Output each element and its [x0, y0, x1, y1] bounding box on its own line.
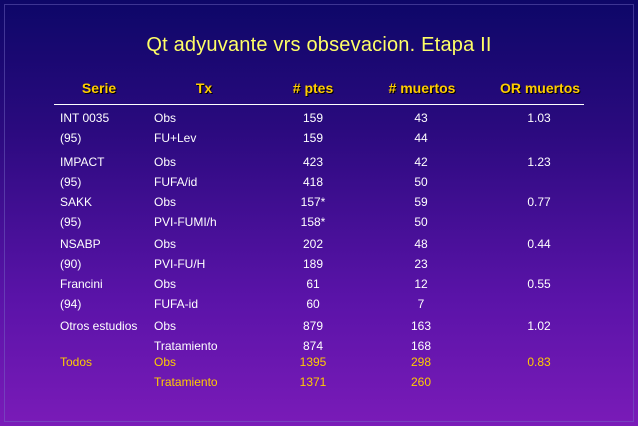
- cell-tx: PVI-FU/H: [154, 257, 206, 271]
- cell-ptes: 60: [306, 297, 320, 311]
- table-row: (90) PVI-FU/H 189 23: [0, 256, 638, 276]
- cell-ptes: 418: [302, 175, 324, 189]
- cell-ptes: 874: [302, 339, 324, 353]
- table-header: Serie Tx # ptes # muertos OR muertos: [0, 80, 638, 100]
- cell-tx: Obs: [154, 195, 177, 209]
- cell-ptes: 1395: [299, 355, 327, 369]
- cell-or: 1.03: [527, 111, 551, 125]
- header-muertos: # muertos: [388, 80, 456, 96]
- cell-tx: Obs: [154, 111, 177, 125]
- cell-ptes: 159: [302, 111, 324, 125]
- table-row: Francini Obs 61 12 0.55: [0, 276, 638, 296]
- cell-or: 1.02: [527, 319, 551, 333]
- cell-tx: FUFA-id: [154, 297, 199, 311]
- cell-ptes: 159: [302, 131, 324, 145]
- table-row: Otros estudios Obs 879 163 1.02: [0, 318, 638, 338]
- cell-or: 0.44: [527, 237, 551, 251]
- cell-serie: IMPACT: [60, 155, 105, 169]
- cell-tx: FUFA/id: [154, 175, 198, 189]
- cell-muertos: 12: [414, 277, 428, 291]
- cell-ptes: 157*: [300, 195, 326, 209]
- table-row: (94) FUFA-id 60 7: [0, 296, 638, 316]
- cell-muertos: 298: [410, 355, 432, 369]
- cell-or: 1.23: [527, 155, 551, 169]
- cell-muertos: 260: [410, 375, 432, 389]
- header-or-muertos: OR muertos: [499, 80, 581, 96]
- table-row: Todos Obs 1395 298 0.83: [0, 354, 638, 374]
- cell-muertos: 42: [414, 155, 428, 169]
- table-row: (95) FUFA/id 418 50: [0, 174, 638, 194]
- header-tx: Tx: [195, 80, 213, 96]
- table-row: SAKK Obs 157* 59 0.77: [0, 194, 638, 214]
- cell-ptes: 158*: [300, 215, 326, 229]
- header-divider: [54, 104, 584, 105]
- cell-tx: Obs: [154, 277, 177, 291]
- cell-ptes: 61: [306, 277, 320, 291]
- header-serie: Serie: [81, 80, 117, 96]
- cell-tx: Tratamiento: [154, 375, 218, 389]
- cell-serie: (95): [60, 131, 82, 145]
- cell-muertos: 59: [414, 195, 428, 209]
- cell-muertos: 43: [414, 111, 428, 125]
- cell-tx: Obs: [154, 237, 177, 251]
- cell-muertos: 48: [414, 237, 428, 251]
- table-row: (95) FU+Lev 159 44: [0, 130, 638, 150]
- cell-or: 0.77: [527, 195, 551, 209]
- header-ptes: # ptes: [292, 80, 334, 96]
- table-row: Tratamiento 874 168: [0, 338, 638, 358]
- cell-muertos: 7: [417, 297, 425, 311]
- cell-or: 0.83: [527, 355, 551, 369]
- cell-tx: FU+Lev: [154, 131, 197, 145]
- slide-frame: [4, 4, 634, 422]
- cell-ptes: 202: [302, 237, 324, 251]
- cell-tx: Obs: [154, 355, 177, 369]
- table-row: INT 0035 Obs 159 43 1.03: [0, 110, 638, 130]
- cell-muertos: 163: [410, 319, 432, 333]
- cell-muertos: 44: [414, 131, 428, 145]
- slide-title: Qt adyuvante vrs obsevacion. Etapa II: [146, 34, 492, 56]
- cell-serie: SAKK: [60, 195, 93, 209]
- cell-tx: Tratamiento: [154, 339, 218, 353]
- cell-ptes: 189: [302, 257, 324, 271]
- cell-tx: PVI-FUMI/h: [154, 215, 217, 229]
- cell-or: 0.55: [527, 277, 551, 291]
- cell-ptes: 423: [302, 155, 324, 169]
- cell-serie: (95): [60, 175, 82, 189]
- cell-muertos: 168: [410, 339, 432, 353]
- cell-serie: NSABP: [60, 237, 101, 251]
- cell-serie: Todos: [60, 355, 93, 369]
- cell-muertos: 50: [414, 175, 428, 189]
- cell-ptes: 1371: [299, 375, 327, 389]
- cell-ptes: 879: [302, 319, 324, 333]
- cell-serie: (90): [60, 257, 82, 271]
- table-row: IMPACT Obs 423 42 1.23: [0, 154, 638, 174]
- cell-tx: Obs: [154, 155, 177, 169]
- cell-serie: (94): [60, 297, 82, 311]
- cell-muertos: 50: [414, 215, 428, 229]
- cell-serie: (95): [60, 215, 82, 229]
- cell-serie: INT 0035: [60, 111, 110, 125]
- table-row: NSABP Obs 202 48 0.44: [0, 236, 638, 256]
- cell-muertos: 23: [414, 257, 428, 271]
- table-row: Tratamiento 1371 260: [0, 374, 638, 394]
- cell-serie: Otros estudios: [60, 319, 138, 333]
- table-row: (95) PVI-FUMI/h 158* 50: [0, 214, 638, 234]
- cell-serie: Francini: [60, 277, 103, 291]
- cell-tx: Obs: [154, 319, 177, 333]
